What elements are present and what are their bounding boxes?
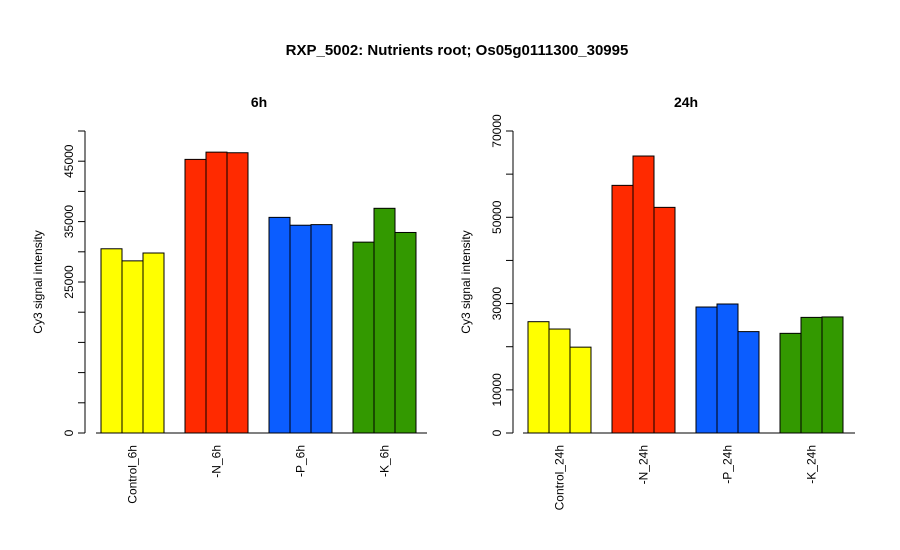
- y-axis-label: Cy3 signal intensity: [31, 230, 45, 333]
- y-tick-label: 0: [62, 429, 76, 436]
- bar-k24h-2: [800, 316, 823, 434]
- bar-control6h-2: [121, 260, 144, 434]
- y-tick-label: 10000: [490, 373, 504, 407]
- panel-title: 6h: [251, 94, 267, 110]
- y-tick-label: 50000: [490, 200, 504, 234]
- bar-p24h-2: [716, 303, 739, 434]
- category-label: -K_24h: [805, 445, 819, 484]
- y-tick-label: 25000: [62, 265, 76, 299]
- bar-k24h-3: [821, 316, 844, 434]
- figure-title: RXP_5002: Nutrients root; Os05g0111300_3…: [286, 42, 629, 59]
- bar-k6h-2: [373, 207, 396, 434]
- bar-k6h-3: [394, 231, 417, 434]
- y-tick-label: 0: [490, 429, 504, 436]
- y-tick-label: 35000: [62, 205, 76, 239]
- panel-title: 24h: [674, 94, 698, 110]
- bar-n6h-1: [184, 158, 207, 434]
- bar-control6h-1: [100, 248, 123, 434]
- bar-k6h-1: [352, 241, 375, 434]
- bar-p6h-2: [289, 224, 312, 434]
- y-tick-label: 30000: [490, 287, 504, 321]
- bar-p24h-3: [737, 331, 760, 434]
- bar-control24h-3: [569, 346, 592, 434]
- bar-n6h-3: [226, 152, 249, 434]
- bar-n24h-1: [611, 184, 634, 434]
- y-tick-label: 45000: [62, 144, 76, 178]
- bar-n24h-3: [653, 206, 676, 434]
- bar-control24h-2: [548, 328, 571, 434]
- y-axis-label: Cy3 signal intensity: [459, 230, 473, 333]
- chart-panel-6h: 6h 0 25000 35000 45000 Cy3 signal intensity Co…: [31, 94, 427, 504]
- bar-p6h-1: [268, 216, 291, 434]
- bar-p6h-3: [310, 224, 333, 434]
- bar-control24h-1: [527, 321, 550, 434]
- category-label: -K_6h: [378, 445, 392, 477]
- category-label: -P_6h: [294, 445, 308, 477]
- bar-control6h-3: [142, 252, 165, 434]
- category-label: -N_6h: [210, 445, 224, 478]
- category-label: Control_6h: [126, 445, 140, 504]
- bar-p24h-1: [695, 306, 718, 434]
- bar-k24h-1: [779, 332, 802, 434]
- category-label: -N_24h: [637, 445, 651, 484]
- bar-n24h-2: [632, 155, 655, 434]
- chart-panel-24h: 24h 0 10000 30000 50000 70000 Cy3 signal inten…: [459, 94, 855, 510]
- category-label: -P_24h: [721, 445, 735, 484]
- y-tick-label: 70000: [490, 114, 504, 148]
- bar-n6h-2: [205, 151, 228, 434]
- category-label: Control_24h: [553, 445, 567, 510]
